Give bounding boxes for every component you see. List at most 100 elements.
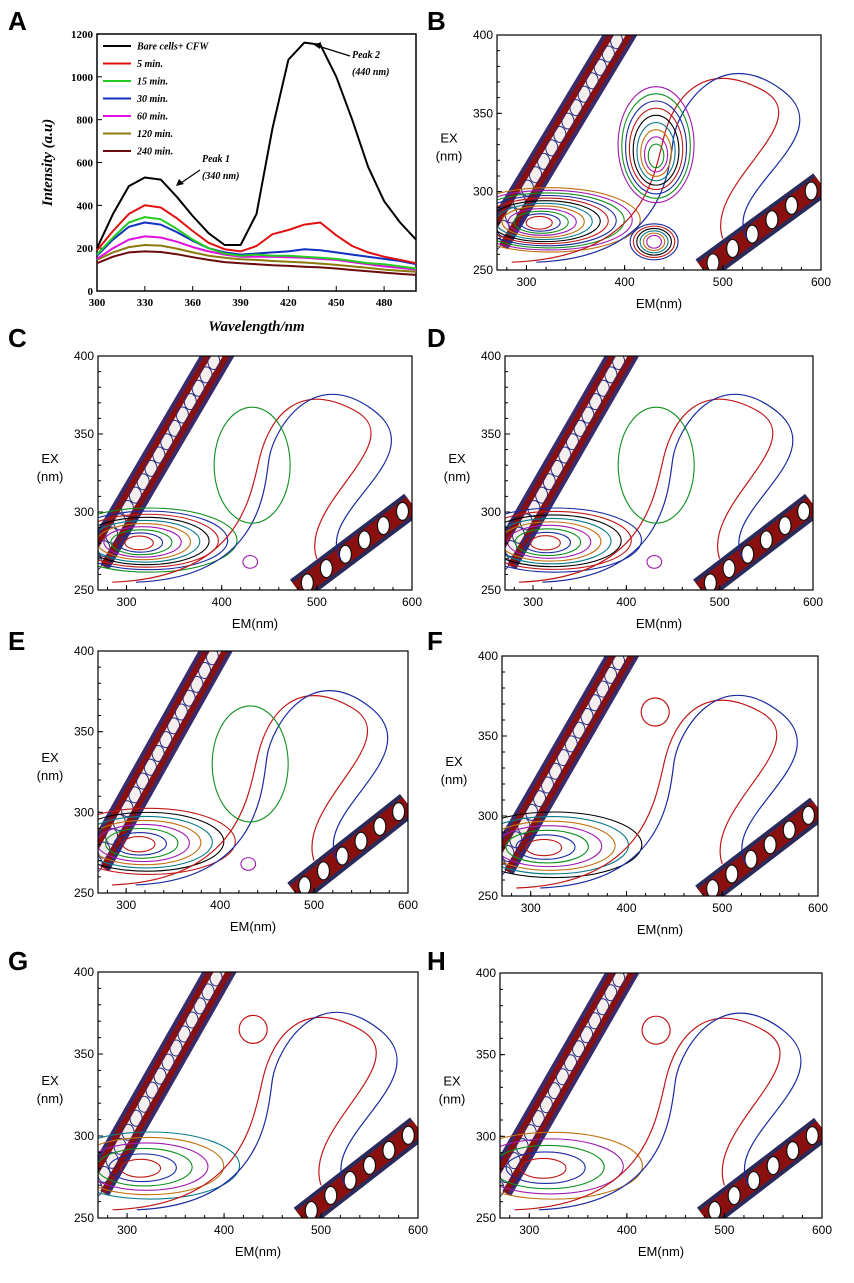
y-tick-label: 350: [481, 427, 501, 441]
contour-ring-peak1: [513, 210, 569, 234]
legend-entry: Bare cells+ CFW: [136, 42, 209, 53]
rayleigh-band-ring: [169, 1039, 183, 1057]
contour-ring-peak1: [507, 524, 592, 559]
rayleigh-band-ring: [585, 72, 599, 90]
rayleigh-band-ring: [98, 553, 103, 571]
second-order-ring: [300, 573, 314, 590]
contour-ring-peak1: [98, 819, 202, 866]
x-tick-label: 500: [307, 595, 327, 609]
rayleigh-band-ring: [564, 735, 578, 753]
x-tick-label: 500: [713, 275, 733, 289]
contour-envelope-inner: [112, 695, 369, 886]
rayleigh-band-ring: [580, 708, 594, 725]
second-order-ring: [319, 558, 333, 579]
rayleigh-band-ring: [588, 694, 602, 712]
x-tick-label: 300: [117, 1223, 137, 1237]
annotation-arrow-1-head: [176, 179, 184, 186]
contour-ring-peak2-lower: [639, 230, 669, 254]
rayleigh-band-ring: [152, 446, 166, 464]
contour-envelope-outer: [136, 393, 392, 583]
y-tick-label: 250: [476, 1211, 496, 1225]
contour-ring-peak1: [502, 820, 616, 871]
rayleigh-band-ring: [573, 419, 587, 437]
rayleigh-band-ring: [177, 1025, 191, 1043]
x-tick-label: 600: [402, 595, 422, 609]
rayleigh-band-ring: [500, 1180, 505, 1197]
contour-ring-peak1: [98, 523, 192, 561]
rayleigh-band-ring: [168, 419, 182, 437]
contour-ring-peak1: [497, 192, 625, 249]
rayleigh-band-ring: [548, 762, 562, 780]
second-order-ring: [362, 1155, 377, 1175]
second-order-ring: [763, 835, 777, 855]
rayleigh-band-ring: [159, 731, 173, 749]
contour-ring-peak1: [98, 1136, 225, 1196]
contour-ring-peak1: [98, 815, 213, 869]
x-tick-label: 400: [212, 595, 232, 609]
contour-ring-peak1: [98, 807, 236, 875]
x-tick-label: 300: [521, 901, 541, 915]
second-order-ring: [316, 861, 331, 881]
y-tick-label: 350: [74, 1047, 94, 1061]
y-tick-label: 250: [481, 583, 501, 597]
contour-ring-peak1: [98, 1131, 241, 1200]
contour-envelope-inner: [112, 1016, 377, 1211]
rayleigh-band-ring: [129, 1109, 143, 1127]
rayleigh-band: [98, 651, 222, 867]
rayleigh-band-ring: [193, 997, 207, 1015]
rayleigh-band-ring: [222, 972, 226, 973]
contour-ring-peak1: [113, 831, 167, 856]
rayleigh-band-ring: [545, 139, 559, 157]
series-line-15-min: [96, 216, 417, 270]
rayleigh-band-ring: [547, 1082, 561, 1100]
panel-label-c: C: [8, 323, 27, 353]
second-order-band: [695, 497, 813, 590]
second-order-ring: [805, 1126, 819, 1146]
rayleigh-band-ring: [507, 1152, 521, 1170]
x-axis-label: EM(nm): [232, 616, 278, 631]
y-tick-label: 400: [478, 649, 498, 663]
x-tick-label: 400: [616, 595, 636, 609]
y-tick-label: 250: [473, 263, 493, 277]
second-order-ring: [727, 1185, 741, 1206]
y-tick-label: 400: [74, 644, 94, 658]
rayleigh-band-ring: [622, 35, 628, 36]
second-order-band: [289, 797, 408, 893]
contour-ring-peak1: [98, 1147, 193, 1187]
contour-envelope-inner: [516, 699, 778, 889]
rayleigh-band-ring: [581, 406, 595, 424]
rayleigh-band-ring: [182, 689, 196, 707]
contour-ring-peak2-lower: [642, 232, 666, 252]
y-axis-label-unit: (nm): [37, 469, 64, 484]
annotation-arrow-2: [317, 45, 351, 57]
contour-ring-peak1: [500, 1144, 605, 1190]
series-line-60-min: [96, 235, 417, 271]
contour-ring-peak2: [617, 406, 695, 524]
rayleigh-band-ring: [596, 379, 610, 397]
contour-ring-peak2: [211, 705, 289, 823]
rayleigh-band-ring: [128, 486, 142, 504]
rayleigh-band-ring: [625, 973, 629, 974]
contour-ring-peak1: [525, 838, 563, 857]
y-axis-label: EX: [445, 754, 463, 769]
x-tick-label: 300: [116, 898, 136, 912]
contour-ring-peak1: [98, 811, 225, 872]
contour-ring-peak2: [213, 406, 291, 524]
y-axis-label-unit: (nm): [444, 469, 471, 484]
rayleigh-band: [98, 356, 223, 565]
plot-frame-c: [97, 355, 413, 591]
rayleigh-band-ring: [105, 526, 119, 544]
y-axis-label-unit: (nm): [436, 149, 463, 164]
rayleigh-band-ring: [505, 540, 518, 558]
contour-area: [98, 972, 418, 1218]
x-axis-label: EM(nm): [636, 616, 682, 631]
rayleigh-band-ring: [207, 356, 221, 371]
rayleigh-band-ring: [198, 662, 212, 680]
contour-envelope-outer: [539, 1012, 802, 1211]
rayleigh-band-ring: [556, 749, 570, 767]
x-tick-label: 500: [712, 901, 732, 915]
rayleigh-band-ring: [105, 1151, 119, 1169]
series-line-bare-cells-cfw: [96, 41, 417, 249]
